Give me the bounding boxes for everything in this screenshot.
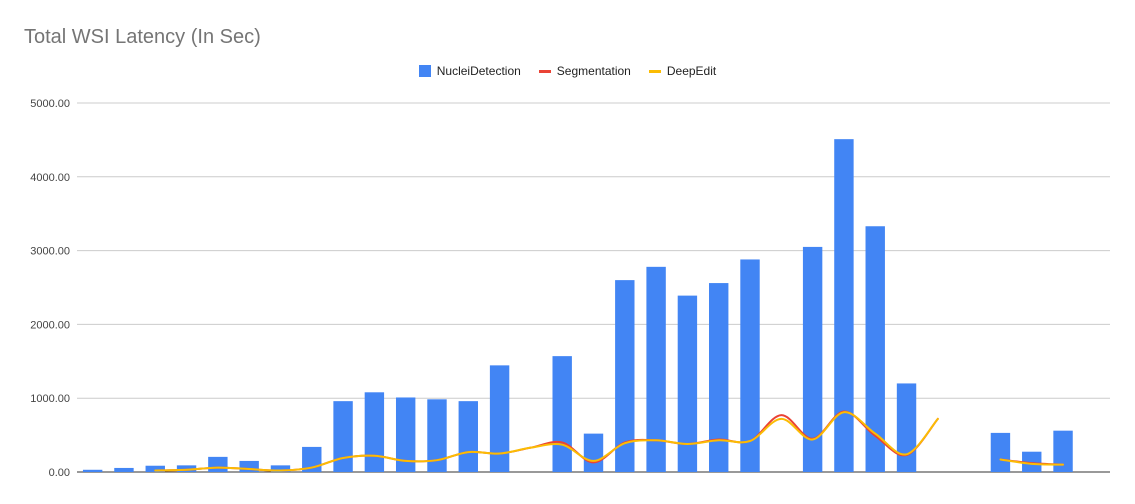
- deepedit-line: [154, 411, 939, 472]
- bar: [145, 465, 165, 472]
- y-tick-label: 2000.00: [30, 319, 70, 331]
- legend-label-nuclei: NucleiDetection: [436, 64, 521, 78]
- bar: [865, 226, 885, 472]
- bar: [82, 469, 103, 472]
- legend-item-deepedit[interactable]: DeepEdit: [648, 64, 717, 78]
- legend-swatch-segmentation: [538, 69, 551, 73]
- bar: [740, 259, 760, 472]
- bar: [583, 433, 604, 472]
- bar: [990, 432, 1011, 472]
- y-tick-label: 0.00: [49, 467, 70, 479]
- bar: [1053, 430, 1073, 472]
- legend-item-nuclei[interactable]: NucleiDetection: [418, 64, 521, 78]
- bar: [1022, 451, 1042, 472]
- deepedit-line: [999, 458, 1065, 466]
- bar: [802, 246, 823, 472]
- y-tick-label: 1000.00: [30, 393, 70, 405]
- bar: [646, 266, 666, 472]
- bar: [489, 365, 510, 472]
- bar: [239, 460, 259, 472]
- legend: NucleiDetection Segmentation DeepEdit: [0, 64, 1135, 78]
- bar: [395, 397, 416, 472]
- legend-label-deepedit: DeepEdit: [666, 64, 717, 78]
- bar: [458, 401, 478, 472]
- bar: [270, 465, 291, 472]
- bar: [834, 139, 854, 473]
- bar: [333, 401, 353, 472]
- bar: [552, 356, 572, 472]
- bar: [709, 283, 729, 472]
- bar: [896, 383, 917, 472]
- bar: [615, 280, 635, 472]
- y-tick-label: 3000.00: [30, 246, 70, 258]
- bar: [114, 467, 134, 472]
- chart-title: Total WSI Latency (In Sec): [24, 26, 261, 48]
- bar: [364, 392, 385, 472]
- legend-label-segmentation: Segmentation: [556, 64, 631, 78]
- legend-swatch-nuclei: [418, 65, 431, 77]
- bar: [677, 295, 698, 472]
- y-tick-label: 5000.00: [30, 98, 70, 110]
- bar: [176, 465, 197, 472]
- bar: [427, 399, 447, 472]
- bar: [208, 456, 228, 472]
- legend-swatch-deepedit: [648, 69, 661, 73]
- y-tick-label: 4000.00: [30, 172, 70, 184]
- legend-item-segmentation[interactable]: Segmentation: [538, 64, 631, 78]
